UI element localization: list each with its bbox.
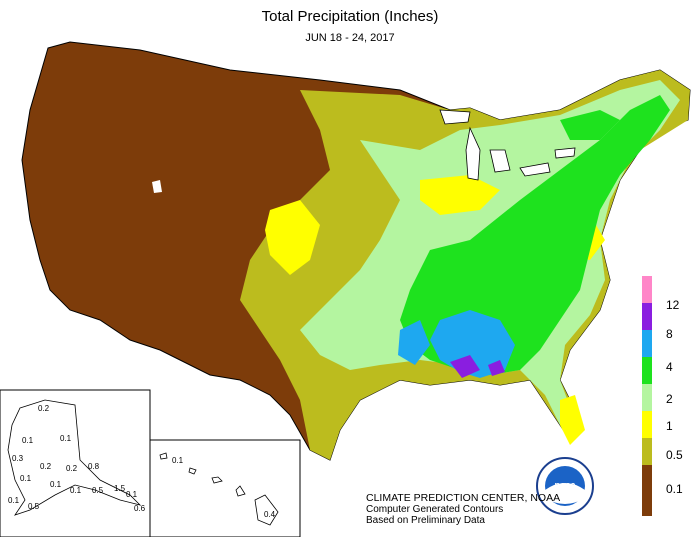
green-precip-area bbox=[400, 95, 670, 375]
alaska-label: 0.2 bbox=[40, 462, 52, 471]
alaska-label: 0.1 bbox=[60, 434, 72, 443]
legend-swatch bbox=[642, 276, 652, 303]
legend-swatch bbox=[642, 384, 652, 411]
blue-precip-area-west bbox=[398, 320, 430, 365]
legend-swatch bbox=[642, 465, 652, 516]
legend-swatch bbox=[642, 330, 652, 357]
alaska-label: 0.3 bbox=[12, 454, 24, 463]
credits-line2: Computer Generated Contours bbox=[366, 504, 504, 515]
yellow-patch-midwest bbox=[420, 175, 500, 215]
alaska-label: 1.5 bbox=[114, 484, 126, 493]
alaska-label: 0.1 bbox=[8, 496, 20, 505]
legend-label: 2 bbox=[666, 392, 673, 406]
legend-swatch bbox=[642, 357, 652, 384]
hawaii-label: 0.4 bbox=[264, 510, 276, 519]
legend-swatch bbox=[642, 438, 652, 465]
alaska-label: 0.5 bbox=[92, 486, 104, 495]
yellow-patch-plains bbox=[265, 200, 320, 275]
alaska-outline bbox=[7, 399, 142, 516]
blue-precip-area bbox=[430, 310, 515, 378]
hawaii-islands bbox=[159, 452, 279, 526]
alaska-label: 0.1 bbox=[126, 490, 138, 499]
great-lakes bbox=[439, 109, 576, 181]
hawaii-inset-frame bbox=[149, 439, 301, 537]
date-range: JUN 18 - 24, 2017 bbox=[305, 32, 395, 44]
alaska-label: 0.1 bbox=[50, 480, 62, 489]
legend-swatch bbox=[642, 411, 652, 438]
noaa-logo-text: noaa bbox=[554, 480, 576, 490]
legend-label: 4 bbox=[666, 360, 673, 374]
hawaii-label: 0.1 bbox=[172, 456, 184, 465]
alaska-label: 0.5 bbox=[28, 502, 40, 511]
legend-label: 0.5 bbox=[666, 448, 683, 462]
alaska-label: 0.6 bbox=[134, 504, 146, 513]
yellow-patch-florida bbox=[560, 395, 585, 445]
alaska-label: 0.1 bbox=[20, 474, 32, 483]
legend-label: 8 bbox=[666, 327, 673, 341]
map-title: Total Precipitation (Inches) bbox=[261, 8, 439, 25]
green-precip-area-north bbox=[560, 110, 620, 140]
legend-label: 12 bbox=[666, 298, 680, 312]
alaska-inset-frame bbox=[0, 389, 151, 537]
noaa-logo: noaa bbox=[536, 457, 594, 515]
alaska-label: 0.2 bbox=[66, 464, 78, 473]
purple-precip-area bbox=[450, 355, 480, 378]
legend-label: 1 bbox=[666, 419, 673, 433]
legend-swatch bbox=[642, 303, 652, 330]
precipitation-legend: 12 8 4 2 1 0.5 0.1 bbox=[642, 276, 698, 516]
credits-block: CLIMATE PREDICTION CENTER, NOAA Computer… bbox=[366, 492, 561, 527]
alaska-label: 0.8 bbox=[88, 462, 100, 471]
purple-precip-area-east bbox=[488, 360, 505, 376]
alaska-label: 0.1 bbox=[22, 436, 34, 445]
great-salt-lake bbox=[152, 180, 162, 193]
alaska-label: 0.1 bbox=[70, 486, 82, 495]
legend-label: 0.1 bbox=[666, 482, 683, 496]
credits-line3: Based on Preliminary Data bbox=[366, 515, 485, 526]
alaska-label: 0.2 bbox=[38, 404, 50, 413]
credits-line1: CLIMATE PREDICTION CENTER, NOAA bbox=[366, 492, 561, 504]
